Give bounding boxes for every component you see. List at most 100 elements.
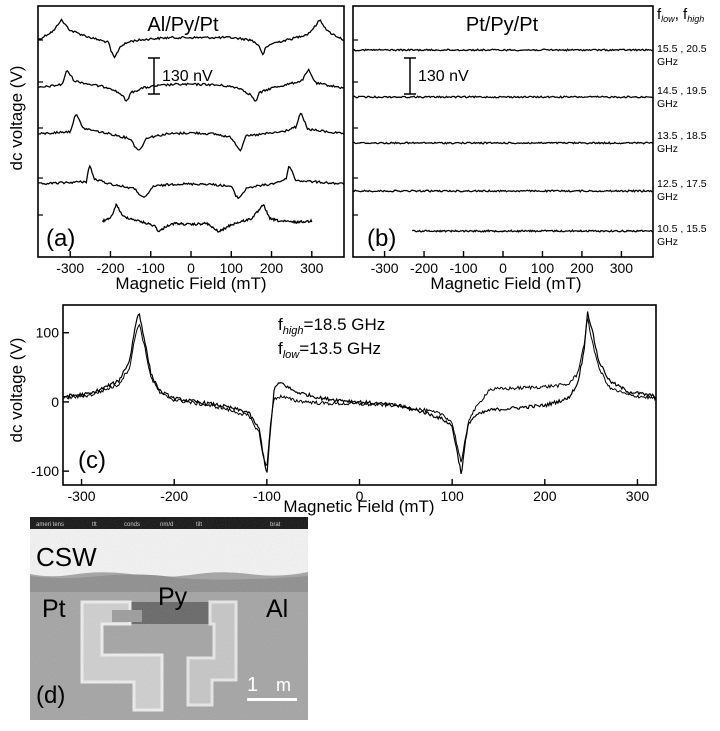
panel-b-scale-bar-label: 130 nV: [418, 68, 469, 85]
panel-c-letter: (c): [78, 447, 106, 474]
annotation-sub-high: high: [283, 325, 304, 337]
x-tick-label: -200: [410, 260, 438, 276]
sem-panel-letter: (d): [36, 682, 65, 709]
x-tick-label: 100: [531, 260, 555, 276]
annotation-f: f: [278, 339, 283, 358]
panel-b-letter: (b): [367, 225, 396, 252]
panel-a-title: Al/Py/Pt: [147, 14, 219, 36]
sem-grain-overlay: [30, 517, 308, 720]
x-tick-label: -200: [160, 488, 188, 504]
freq-label-pair: 12.5 , 17.5: [657, 178, 707, 190]
series-line-1: [352, 95, 654, 99]
panel-c-xlabel: Magnetic Field (mT): [283, 497, 434, 516]
freq-label-pair: 10.5 , 15.5: [657, 223, 707, 235]
annotation-sub-low: low: [283, 349, 301, 361]
series-line-2: [352, 141, 654, 145]
x-tick-label: -300: [56, 260, 84, 276]
freq-label-unit: GHz: [657, 56, 678, 68]
x-tick-label: 300: [626, 488, 650, 504]
freq-label-4: 10.5 , 15.5 GHz: [657, 223, 707, 248]
freq-label-0: 15.5 , 20.5 GHz: [657, 43, 707, 68]
y-tick-label: -100: [31, 463, 59, 479]
sem-label-pt: Pt: [42, 595, 66, 623]
panel-b-xlabel: Magnetic Field (mT): [430, 274, 581, 293]
x-tick-label: 200: [533, 488, 557, 504]
y-tick-label: 100: [36, 325, 60, 341]
panel-c: dc voltage (V) -300 -200 -100 0 100 200 300 100…: [7, 304, 657, 516]
x-tick-label: 300: [610, 260, 634, 276]
annotation-f: f: [278, 315, 283, 334]
freq-header-f: f: [657, 6, 662, 23]
series-line-1: [37, 67, 345, 102]
series-line-0: [37, 18, 345, 59]
panel-c-curves: [62, 311, 657, 474]
sem-scale-unit: m: [276, 675, 291, 695]
panel-b-xticks: -300 -200 -100 0 100 200 300: [353, 39, 634, 276]
panel-b-scale-bar: [404, 57, 416, 95]
freq-label-pair: 13.5 , 18.5: [657, 130, 707, 142]
x-tick-label: 300: [300, 260, 324, 276]
freq-header-sep: , f: [675, 6, 688, 23]
series-line-0: [352, 48, 654, 52]
x-tick-label: -300: [68, 488, 96, 504]
freq-label-pair: 14.5 , 19.5: [657, 85, 707, 97]
freq-header-low: low: [661, 14, 675, 24]
series-line-0: [62, 311, 657, 474]
panel-a-letter: (a): [46, 225, 75, 252]
sem-title: CSW: [36, 542, 97, 572]
panel-a-scale-bar-label: 130 nV: [162, 68, 213, 85]
panel-b-title: Pt/Py/Pt: [466, 14, 539, 36]
freq-label-2: 13.5 , 18.5 GHz: [657, 130, 707, 155]
series-line-2: [37, 112, 345, 152]
freq-label-unit: GHz: [657, 98, 678, 110]
freq-label-unit: GHz: [657, 191, 678, 203]
panel-d-sem-image: ameri tenstltcondsnm/dtiltbrat CSW Pt Py…: [30, 517, 308, 720]
panel-c-ylabel: dc voltage (V): [7, 338, 26, 443]
annotation-f-high: fhigh=18.5 GHz: [278, 315, 385, 337]
freq-label-pair: 15.5 , 20.5: [657, 43, 707, 55]
sem-label-py: Py: [158, 583, 188, 611]
panel-a-xlabel: Magnetic Field (mT): [115, 274, 266, 293]
x-tick-label: 0: [187, 260, 195, 276]
freq-header: flow, fhigh: [657, 6, 704, 24]
panel-b-frame: [352, 5, 654, 258]
series-line-3: [352, 189, 654, 193]
panel-a-scale-bar: [148, 57, 160, 95]
x-tick-label: -100: [450, 260, 478, 276]
x-tick-label: 100: [440, 488, 464, 504]
freq-header-high: high: [687, 14, 704, 24]
series-line-3: [38, 164, 345, 200]
panel-a: dc voltage (V) -300 -200 -100 0 100 200 300 Al…: [7, 5, 345, 293]
panel-a-frame: [37, 5, 345, 258]
x-tick-label: -100: [137, 260, 165, 276]
x-tick-label: 100: [220, 260, 244, 276]
annotation-f-low: flow=13.5 GHz: [278, 339, 381, 361]
panel-c-ticks: -300 -200 -100 0 100 200 300 100 0 -100: [31, 325, 649, 504]
sem-label-al: Al: [266, 595, 288, 623]
x-tick-label: 0: [356, 488, 364, 504]
panel-a-ylabel: dc voltage (V): [7, 66, 26, 171]
x-tick-label: -100: [253, 488, 281, 504]
freq-label-1: 14.5 , 19.5 GHz: [657, 85, 707, 110]
panel-b-curves: [352, 48, 654, 233]
x-tick-label: -200: [96, 260, 124, 276]
sem-scale-value: 1: [247, 674, 258, 696]
series-line-4: [411, 229, 654, 233]
y-tick-label: 0: [51, 394, 59, 410]
series-line-4: [101, 202, 313, 233]
annotation-value-high: =18.5 GHz: [304, 315, 386, 334]
x-tick-label: 0: [499, 260, 507, 276]
panel-a-curves: [37, 18, 345, 233]
panel-a-xticks: -300 -200 -100 0 100 200 300: [38, 39, 324, 276]
freq-label-unit: GHz: [657, 236, 678, 248]
x-tick-label: 200: [260, 260, 284, 276]
x-tick-label: -300: [371, 260, 399, 276]
freq-label-3: 12.5 , 17.5 GHz: [657, 178, 707, 203]
x-tick-label: 200: [570, 260, 594, 276]
sem-scale-bar: [247, 698, 297, 701]
series-line-1: [62, 318, 657, 467]
freq-label-unit: GHz: [657, 143, 678, 155]
panel-b: -300 -200 -100 0 100 200 300 Pt/Py/Pt 130 nV (…: [352, 5, 707, 293]
annotation-value-low: =13.5 GHz: [299, 339, 381, 358]
